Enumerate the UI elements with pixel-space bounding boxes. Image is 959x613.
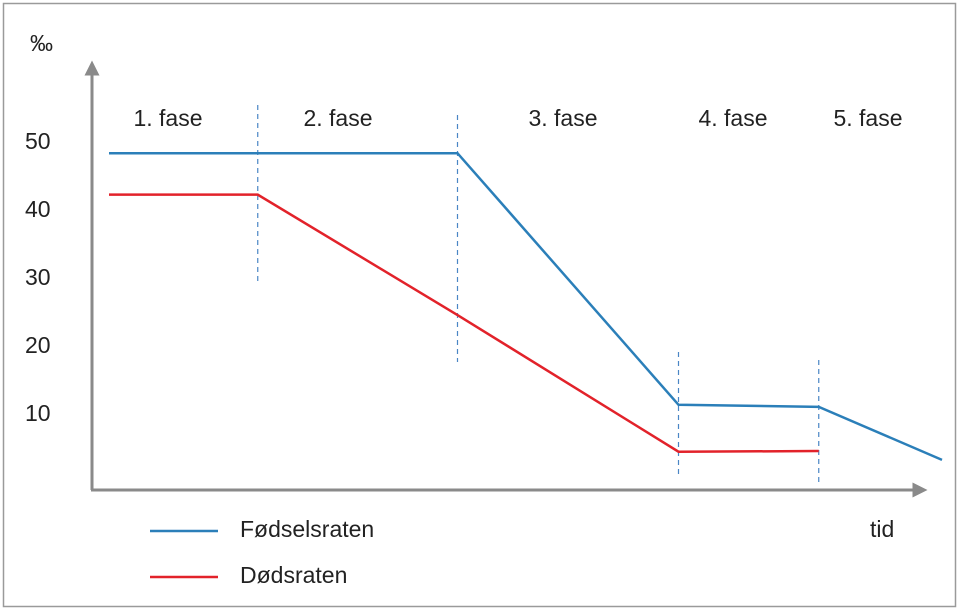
data-line — [109, 151, 943, 462]
legend-label: Dødsraten — [240, 562, 347, 588]
legend-label: Fødselsraten — [240, 516, 374, 542]
phase-label: 2. fase — [303, 105, 372, 131]
y-tick-label: 20 — [25, 332, 51, 358]
y-axis-label: ‰ — [30, 30, 53, 56]
phase-label: 4. fase — [698, 105, 767, 131]
phase-label: 1. fase — [133, 105, 202, 131]
x-axis-label: tid — [870, 516, 894, 542]
phase-label: 3. fase — [528, 105, 597, 131]
y-tick-label: 40 — [25, 196, 51, 222]
phase-label: 5. fase — [833, 105, 902, 131]
y-tick-label: 10 — [25, 400, 51, 426]
y-tick-label: 50 — [25, 128, 51, 154]
y-tick-label: 30 — [25, 264, 51, 290]
data-line — [109, 195, 942, 452]
